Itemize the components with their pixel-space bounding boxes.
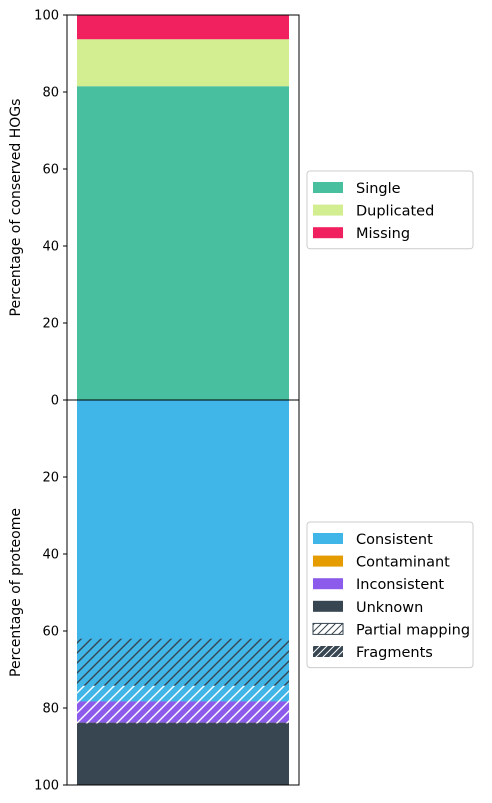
legend-swatch-missing <box>313 227 343 239</box>
legend-label-contaminant: Contaminant <box>356 555 450 571</box>
legend-swatch-fragments-hatch <box>313 646 343 657</box>
bottom-y-tick-label: 20 <box>42 471 59 486</box>
legend-swatch-duplicated <box>313 204 343 216</box>
bar-unknown <box>77 722 289 785</box>
legend-label-single: Single <box>356 181 401 197</box>
top-y-tick-label: 100 <box>34 9 59 24</box>
legend-label-partial-mapping: Partial mapping <box>356 622 470 638</box>
bar-duplicated <box>77 39 289 87</box>
legend-label-duplicated: Duplicated <box>356 204 434 220</box>
bottom-y-tick-label: 40 <box>42 548 59 563</box>
legend-swatch-unknown <box>313 600 343 612</box>
legend-label-missing: Missing <box>356 226 410 242</box>
legend-swatch-consistent <box>313 533 343 544</box>
bottom-y-tick-label: 80 <box>42 702 59 717</box>
legend-swatch-contaminant <box>313 555 343 567</box>
bar-missing <box>77 15 289 40</box>
top-y-axis-title: Percentage of conserved HOGs <box>8 99 24 317</box>
legend-swatch-inconsistent <box>313 578 343 590</box>
legend-label-consistent: Consistent <box>356 532 433 548</box>
bottom-y-axis-title: Percentage of proteome <box>8 508 24 677</box>
bottom-axes-frame <box>66 399 300 786</box>
bottom-legend-box <box>306 521 474 669</box>
legend-label-fragments: Fragments <box>356 645 433 661</box>
legend-swatch-partial-mapping <box>312 622 344 635</box>
bottom-y-tick-label: 100 <box>34 779 59 794</box>
overlay-fragments <box>77 638 289 686</box>
legend-swatch-single <box>313 182 343 193</box>
legend-label-inconsistent: Inconsistent <box>356 577 444 593</box>
bar-single <box>77 86 289 400</box>
top-y-tick-label: 0 <box>51 394 59 409</box>
top-y-tick-label: 80 <box>42 86 59 101</box>
bottom-y-tick-label: 60 <box>42 625 59 640</box>
top-y-tick-label: 40 <box>42 240 59 255</box>
top-y-tick-label: 20 <box>42 317 59 332</box>
top-legend-box <box>306 170 474 250</box>
legend-label-unknown: Unknown <box>356 600 423 616</box>
overlay-partial-mapping <box>77 685 289 724</box>
top-y-tick-label: 60 <box>42 163 59 178</box>
